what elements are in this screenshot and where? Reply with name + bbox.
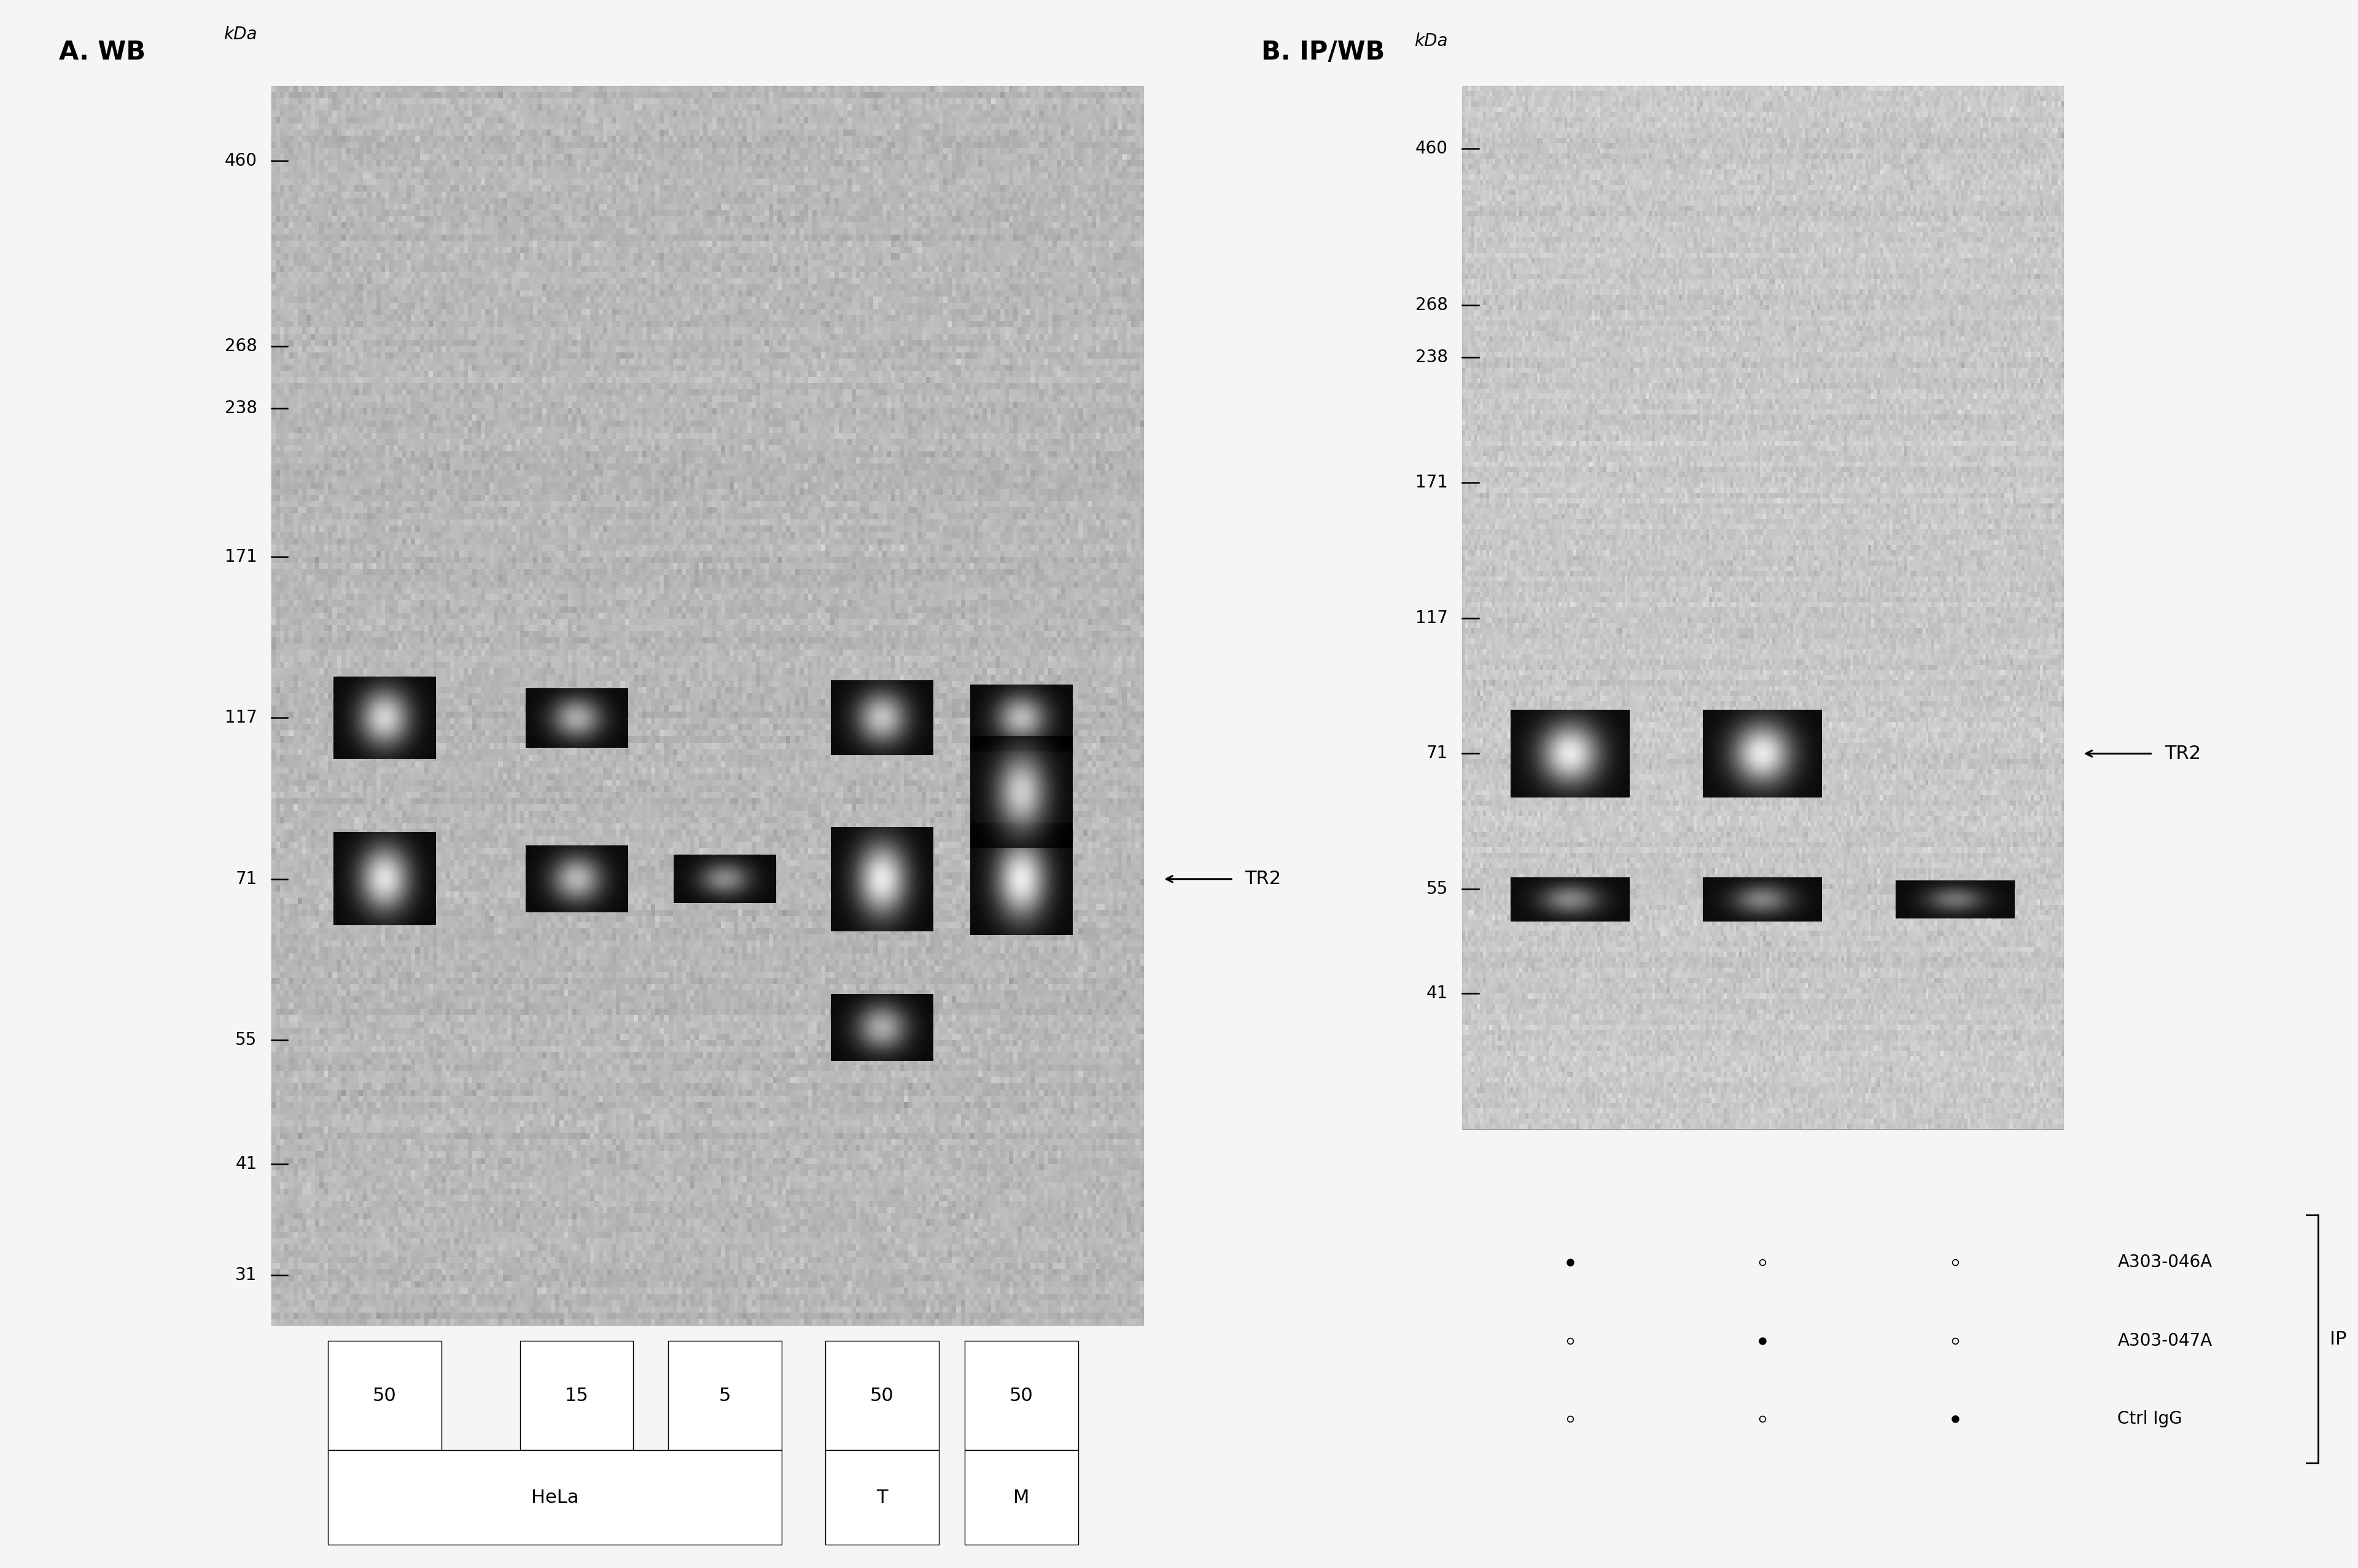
Text: T: T xyxy=(877,1488,887,1507)
Text: kDa: kDa xyxy=(1415,33,1448,50)
Bar xyxy=(328,1450,780,1544)
Bar xyxy=(271,86,1144,1325)
Text: TR2: TR2 xyxy=(2165,745,2200,762)
Text: 41: 41 xyxy=(236,1156,257,1173)
Text: 55: 55 xyxy=(236,1032,257,1049)
Text: M: M xyxy=(1014,1488,1030,1507)
Text: 50: 50 xyxy=(870,1386,894,1405)
Text: 55: 55 xyxy=(1427,881,1448,898)
Text: 71: 71 xyxy=(1427,745,1448,762)
Bar xyxy=(667,1341,780,1450)
Text: 50: 50 xyxy=(373,1386,396,1405)
Text: 50: 50 xyxy=(1009,1386,1033,1405)
Text: 41: 41 xyxy=(1427,985,1448,1002)
Text: kDa: kDa xyxy=(224,25,257,42)
Text: A303-046A: A303-046A xyxy=(2117,1254,2212,1270)
Text: 238: 238 xyxy=(224,400,257,417)
Text: B. IP/WB: B. IP/WB xyxy=(1262,39,1384,64)
Text: 5: 5 xyxy=(719,1386,731,1405)
Text: 117: 117 xyxy=(1415,610,1448,627)
Text: 238: 238 xyxy=(1415,348,1448,365)
Text: 460: 460 xyxy=(224,152,257,169)
Text: Ctrl IgG: Ctrl IgG xyxy=(2117,1411,2184,1427)
Bar xyxy=(964,1450,1078,1544)
Text: 268: 268 xyxy=(224,337,257,354)
Text: 171: 171 xyxy=(224,549,257,566)
Text: 268: 268 xyxy=(1415,296,1448,314)
Text: HeLa: HeLa xyxy=(531,1488,578,1507)
Text: A303-047A: A303-047A xyxy=(2117,1333,2212,1348)
Text: IP: IP xyxy=(2330,1330,2346,1348)
Text: 460: 460 xyxy=(1415,140,1448,157)
Bar xyxy=(825,1450,938,1544)
Text: A. WB: A. WB xyxy=(59,39,146,64)
Text: TR2: TR2 xyxy=(1245,870,1280,887)
Text: 71: 71 xyxy=(236,870,257,887)
Text: 171: 171 xyxy=(1415,474,1448,491)
Bar xyxy=(519,1341,634,1450)
Text: 15: 15 xyxy=(564,1386,590,1405)
Bar xyxy=(328,1341,441,1450)
Bar xyxy=(964,1341,1078,1450)
Bar xyxy=(825,1341,938,1450)
Text: 117: 117 xyxy=(224,709,257,726)
Bar xyxy=(1462,86,2063,1129)
Text: 31: 31 xyxy=(236,1267,257,1284)
